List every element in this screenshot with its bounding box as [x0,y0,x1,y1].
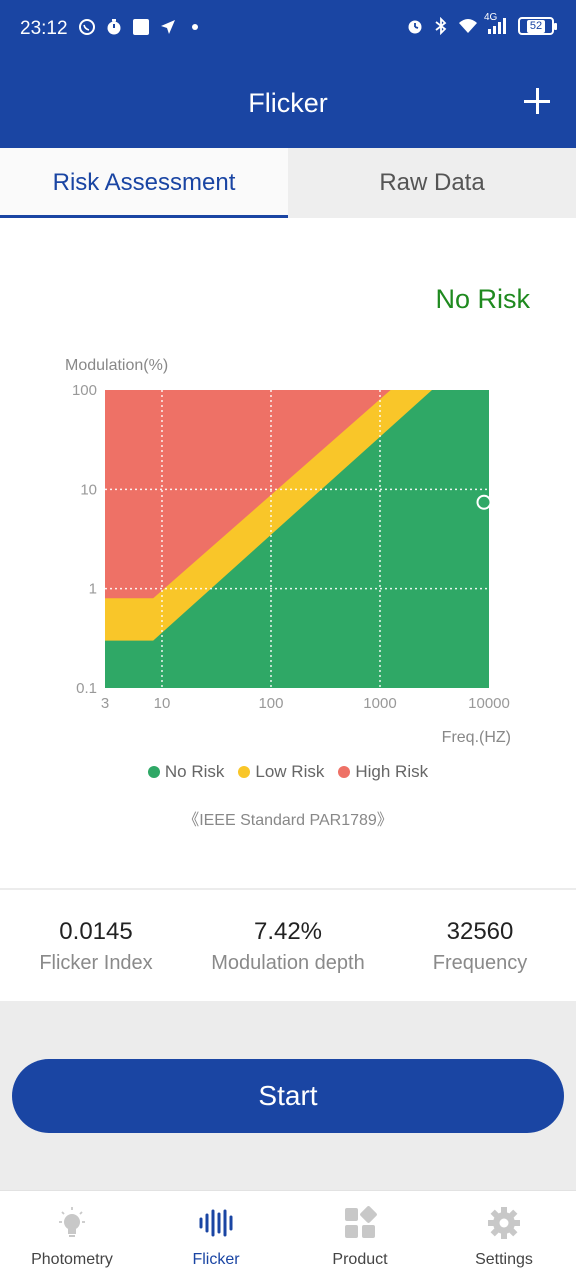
y-tick-label: 1 [89,581,97,598]
square-app-icon [132,18,150,36]
nav-label-product: Product [332,1251,388,1268]
standard-reference: 《IEEE Standard PAR1789》 [183,812,393,829]
tab-risk-assessment[interactable]: Risk Assessment [0,148,288,218]
y-tick-label: 100 [72,382,97,399]
nav-item-settings[interactable]: Settings [432,1191,576,1280]
alarm-icon [406,17,424,35]
nav-item-product[interactable]: Product [288,1191,432,1280]
lightbulb-icon [54,1205,90,1241]
x-tick-label: 1000 [363,695,396,712]
x-tick-label: 3 [101,695,109,712]
status-time: 23:12 [20,18,68,39]
network-type: 4G [484,12,498,23]
legend-label-no-risk: No Risk [164,762,225,781]
legend-dot-high-risk [338,766,351,778]
x-tick-label: 10 [154,695,171,712]
nav-label-photometry: Photometry [31,1251,113,1268]
plus-icon[interactable] [524,88,550,114]
navigation-arrow-icon [159,18,177,36]
nav-item-flicker[interactable]: Flicker [144,1191,288,1280]
tab-raw-data[interactable]: Raw Data [379,169,485,196]
risk-chart-panel: No Risk 3 10 100 1000 10000 0.1 1 10 100 Modulati… [0,218,576,888]
wifi-icon [458,17,477,35]
legend-item-high-risk: High Risk [338,762,428,782]
metric-label: Modulation depth [211,952,365,974]
bottom-navigation: Photometry Flicker Product [0,1190,576,1280]
gear-icon [486,1205,522,1241]
measurement-point [476,494,492,510]
y-axis-title: Modulation(%) [65,357,168,374]
y-tick-label: 10 [80,481,97,498]
status-bar: 23:12 4G 52 [0,0,576,58]
chart-legend: No Risk Low Risk High Risk [0,762,576,782]
whatsapp-icon [78,18,96,36]
metric-modulation-depth: 7.42% Modulation depth [192,890,384,1001]
battery-level: 52 [526,19,546,33]
metric-value: 32560 [446,918,514,945]
x-axis-title: Freq.(HZ) [442,729,511,746]
battery-icon: 52 [518,17,557,35]
grid-icon [342,1205,378,1241]
metric-flicker-index: 0.0145 Flicker Index [0,890,192,1001]
legend-dot-no-risk [147,766,160,778]
metric-frequency: 32560 Frequency [384,890,576,1001]
legend-item-no-risk: No Risk [147,762,225,782]
x-tick-label: 10000 [468,695,510,712]
dot-icon [186,18,204,36]
app-bar: Flicker [0,58,576,148]
nav-item-photometry[interactable]: Photometry [0,1191,144,1280]
nav-label-flicker: Flicker [192,1251,240,1268]
cell-signal-icon: 4G [484,12,510,35]
tab-bar: Risk Assessment Raw Data [0,148,576,218]
page-title: Flicker [248,88,328,118]
metric-label: Flicker Index [39,952,153,974]
risk-status-label: No Risk [435,284,530,314]
metric-label: Frequency [432,952,528,974]
metric-value: 7.42% [253,918,323,945]
risk-chart: 3 10 100 1000 10000 0.1 1 10 100 Modulation(%) Fre… [65,357,511,746]
legend-label-high-risk: High Risk [355,762,429,781]
legend-item-low-risk: Low Risk [238,762,324,782]
waveform-icon [198,1205,234,1241]
legend-label-low-risk: Low Risk [255,762,325,781]
metric-value: 0.0145 [59,918,133,945]
start-button[interactable]: Start [12,1059,564,1133]
y-tick-label: 0.1 [76,680,97,697]
x-tick-label: 100 [258,695,283,712]
legend-dot-low-risk [238,766,251,778]
nav-label-settings: Settings [475,1251,533,1268]
bluetooth-icon [432,16,450,36]
stopwatch-icon [105,18,123,36]
no-risk-region [105,390,489,688]
metrics-panel: 0.0145 Flicker Index 7.42% Modulation de… [0,889,576,1001]
